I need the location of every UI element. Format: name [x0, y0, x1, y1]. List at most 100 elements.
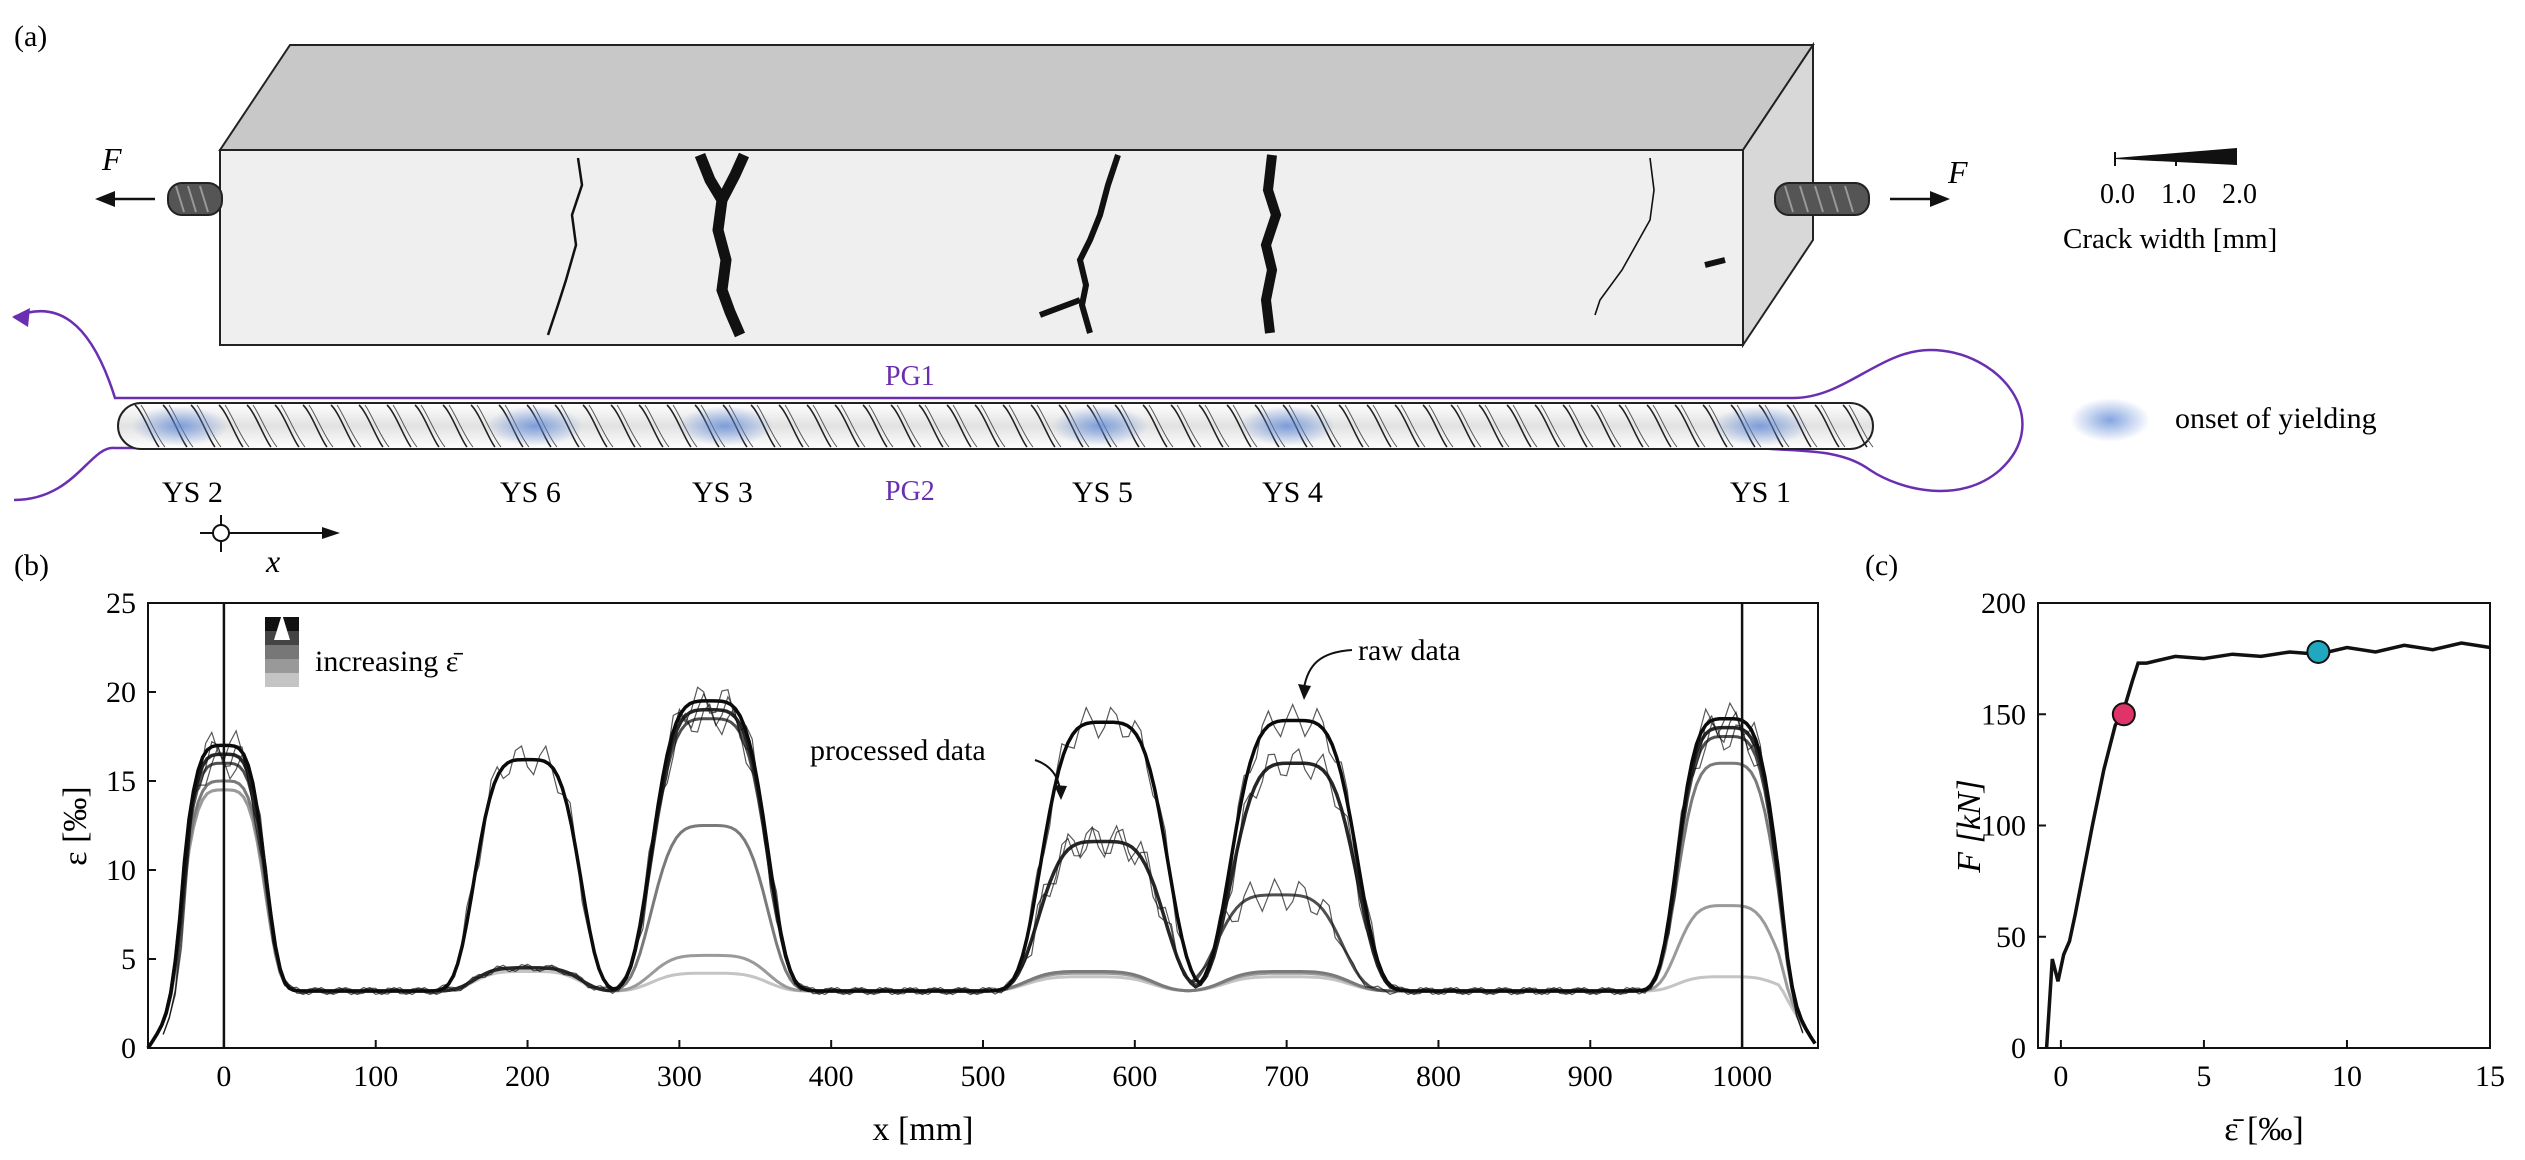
rebar-rib — [1478, 404, 1504, 448]
x-tick-label: 900 — [1568, 1060, 1613, 1093]
x-tick-label: 5 — [2196, 1060, 2211, 1093]
rebar-stub-right — [1774, 182, 1870, 216]
yield-zone — [1052, 406, 1148, 446]
x-tick-label: 10 — [2332, 1060, 2362, 1093]
x-tick-label: 500 — [961, 1060, 1006, 1093]
rebar-rib — [1534, 404, 1560, 448]
raw-strain-series — [162, 686, 1804, 1035]
rebar-rib — [638, 404, 664, 448]
crack — [1594, 157, 1655, 316]
yield-site-label: YS 5 — [1072, 476, 1133, 509]
block-top — [218, 44, 1815, 151]
strain-curves — [146, 686, 1817, 1049]
x-axis-symbol: x — [200, 515, 340, 579]
y-tick-label: 0 — [2011, 1032, 2026, 1065]
rebar-rib — [386, 404, 412, 448]
legend-label: increasing ε̄ — [315, 645, 463, 678]
rebar-rib — [1008, 404, 1034, 448]
x-tick-label: 1000 — [1712, 1060, 1772, 1093]
x-tick-label: 200 — [505, 1060, 550, 1093]
block-front — [219, 149, 1744, 346]
rebar-rib — [336, 404, 362, 448]
rebar-rib — [330, 404, 356, 448]
rebar-rib — [1512, 404, 1538, 448]
rebar-rib — [1456, 404, 1482, 448]
rebar-rib — [582, 404, 608, 448]
yield-legend-label: onset of yielding — [2175, 402, 2377, 435]
rebar-rib — [918, 404, 944, 448]
crack-width-legend: 0.0 1.0 2.0 Crack width [mm] — [2063, 148, 2277, 255]
yield-site-label: YS 6 — [500, 476, 561, 509]
rebar-rib — [610, 404, 636, 448]
rebar-rib — [1848, 404, 1874, 448]
rebar-rib — [1400, 404, 1426, 448]
rebar-rib — [1596, 404, 1622, 448]
x-tick-label: 600 — [1112, 1060, 1157, 1093]
y-tick-label: 5 — [121, 943, 136, 976]
rebar-rib — [218, 404, 244, 448]
crack-legend-tick: 2.0 — [2222, 179, 2257, 210]
yield-zone — [132, 406, 228, 446]
rebar-rib — [1148, 404, 1174, 448]
crack-legend-title: Crack width [mm] — [2063, 223, 2277, 255]
panel-label-c: (c) — [1865, 549, 1898, 582]
rebar-rib — [1674, 404, 1700, 448]
x-axis-label-b: x [mm] — [872, 1111, 973, 1148]
rebar-rib — [1338, 404, 1364, 448]
rebar-rib — [1680, 404, 1706, 448]
rebar-rib — [470, 404, 496, 448]
rebar-rib — [1450, 404, 1476, 448]
y-axis-label-c: F [kN] — [1951, 779, 1988, 874]
strain-series — [146, 699, 1817, 1049]
rebar-rib — [1842, 404, 1868, 448]
yield-zone — [1712, 406, 1808, 446]
force-arrow-right — [1890, 191, 1950, 207]
rebar-rib — [274, 404, 300, 448]
y-tick-label: 25 — [106, 587, 136, 620]
rebar — [117, 402, 1874, 450]
axis-ticks-b: 0 100 200 300 400 500 600 700 800 900 1000 0 5 10 15 20… — [106, 587, 1772, 1093]
annotation-arrow — [1303, 649, 1353, 689]
curve-marker — [2306, 639, 2331, 664]
rebar-rib — [1562, 404, 1588, 448]
rebar-rib — [414, 404, 440, 448]
curve-markers — [2111, 639, 2331, 727]
x-tick-label: 15 — [2475, 1060, 2505, 1093]
rebar-rib — [616, 404, 642, 448]
rebar-rib — [1036, 404, 1062, 448]
rebar-rib — [1204, 404, 1230, 448]
rebar-rib — [1176, 404, 1202, 448]
force-label-right: F — [1947, 154, 1968, 190]
y-tick-label: 100 — [1981, 810, 2026, 843]
y-tick-label: 200 — [1981, 587, 2026, 620]
y-tick-label: 20 — [106, 676, 136, 709]
yield-zone — [487, 406, 583, 446]
force-arrow-left — [95, 191, 155, 207]
rebar-rib — [1372, 404, 1398, 448]
y-axis-label-b: ε [‰] — [57, 786, 94, 865]
y-tick-label: 150 — [1981, 698, 2026, 731]
y-tick-label: 0 — [121, 1032, 136, 1065]
rebar-rib — [1030, 404, 1056, 448]
force-label-left: F — [101, 141, 122, 177]
rebar-rib — [588, 404, 614, 448]
rebar-rib — [834, 404, 860, 448]
rebar-rib — [784, 404, 810, 448]
rebar-rib — [1646, 404, 1672, 448]
rebar-rib — [1198, 404, 1224, 448]
panel-label-a: (a) — [14, 20, 47, 53]
yield-legend-swatch — [2070, 398, 2150, 442]
fiber-label-pg2: PG2 — [885, 476, 935, 507]
rebar-rib — [868, 404, 894, 448]
rebar-rib — [778, 404, 804, 448]
x-tick-label: 100 — [353, 1060, 398, 1093]
rebar-rib — [812, 404, 838, 448]
plot-frame-b — [147, 602, 1819, 1049]
rebar-rib — [1344, 404, 1370, 448]
crack — [1260, 154, 1282, 334]
x-axis-symbol-label: x — [265, 543, 280, 579]
annotation-raw-data: raw data — [1358, 634, 1460, 667]
